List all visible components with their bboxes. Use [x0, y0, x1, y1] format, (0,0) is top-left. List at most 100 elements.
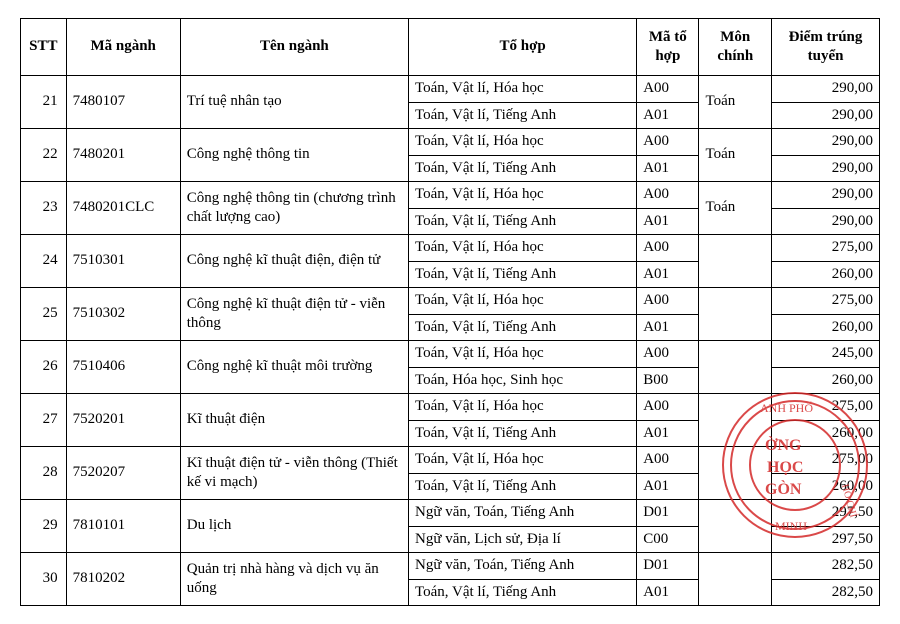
table-row: 297810101Du lịchNgữ văn, Toán, Tiếng Anh…	[21, 500, 880, 527]
stt-cell: 22	[21, 129, 67, 182]
col-code: Mã ngành	[66, 19, 180, 76]
ccode-cell: C00	[637, 526, 699, 553]
main-cell	[699, 500, 772, 553]
ccode-cell: A01	[637, 208, 699, 235]
comb-cell: Toán, Vật lí, Tiếng Anh	[408, 208, 636, 235]
ccode-cell: A00	[637, 129, 699, 156]
ccode-cell: A00	[637, 341, 699, 368]
comb-cell: Toán, Vật lí, Tiếng Anh	[408, 155, 636, 182]
ccode-cell: A01	[637, 261, 699, 288]
comb-cell: Toán, Vật lí, Hóa học	[408, 235, 636, 262]
ccode-cell: A00	[637, 447, 699, 474]
score-cell: 282,50	[772, 553, 880, 580]
name-cell: Quản trị nhà hàng và dịch vụ ăn uống	[180, 553, 408, 606]
score-cell: 245,00	[772, 341, 880, 368]
stt-cell: 21	[21, 76, 67, 129]
stt-cell: 30	[21, 553, 67, 606]
table-row: 277520201Kĩ thuật điệnToán, Vật lí, Hóa …	[21, 394, 880, 421]
stt-cell: 25	[21, 288, 67, 341]
ccode-cell: A00	[637, 394, 699, 421]
comb-cell: Ngữ văn, Toán, Tiếng Anh	[408, 500, 636, 527]
ccode-cell: B00	[637, 367, 699, 394]
score-cell: 275,00	[772, 447, 880, 474]
ccode-cell: D01	[637, 500, 699, 527]
code-cell: 7520207	[66, 447, 180, 500]
ccode-cell: A00	[637, 235, 699, 262]
ccode-cell: A01	[637, 473, 699, 500]
score-cell: 275,00	[772, 288, 880, 315]
stt-cell: 27	[21, 394, 67, 447]
code-cell: 7510406	[66, 341, 180, 394]
score-cell: 260,00	[772, 420, 880, 447]
code-cell: 7810101	[66, 500, 180, 553]
main-cell	[699, 341, 772, 394]
name-cell: Công nghệ kĩ thuật điện, điện tử	[180, 235, 408, 288]
name-cell: Du lịch	[180, 500, 408, 553]
score-cell: 290,00	[772, 155, 880, 182]
table-row: 287520207Kĩ thuật điện tử - viễn thông (…	[21, 447, 880, 474]
comb-cell: Toán, Vật lí, Tiếng Anh	[408, 314, 636, 341]
score-cell: 290,00	[772, 129, 880, 156]
table-row: 257510302Công nghệ kĩ thuật điện tử - vi…	[21, 288, 880, 315]
stt-cell: 24	[21, 235, 67, 288]
comb-cell: Toán, Vật lí, Hóa học	[408, 288, 636, 315]
comb-cell: Toán, Vật lí, Hóa học	[408, 129, 636, 156]
ccode-cell: A00	[637, 76, 699, 103]
comb-cell: Toán, Vật lí, Hóa học	[408, 447, 636, 474]
score-cell: 260,00	[772, 473, 880, 500]
comb-cell: Toán, Vật lí, Tiếng Anh	[408, 102, 636, 129]
ccode-cell: A00	[637, 182, 699, 209]
header-row: STT Mã ngành Tên ngành Tổ hợp Mã tổ hợp …	[21, 19, 880, 76]
score-cell: 290,00	[772, 76, 880, 103]
code-cell: 7520201	[66, 394, 180, 447]
score-cell: 297,50	[772, 500, 880, 527]
score-cell: 290,00	[772, 182, 880, 209]
main-cell	[699, 235, 772, 288]
stt-cell: 29	[21, 500, 67, 553]
score-cell: 260,00	[772, 314, 880, 341]
col-main: Môn chính	[699, 19, 772, 76]
comb-cell: Toán, Vật lí, Hóa học	[408, 394, 636, 421]
score-cell: 260,00	[772, 367, 880, 394]
score-cell: 282,50	[772, 579, 880, 606]
col-score: Điểm trúng tuyển	[772, 19, 880, 76]
ccode-cell: A00	[637, 288, 699, 315]
table-row: 307810202Quản trị nhà hàng và dịch vụ ăn…	[21, 553, 880, 580]
main-cell	[699, 288, 772, 341]
score-cell: 260,00	[772, 261, 880, 288]
main-cell: Toán	[699, 129, 772, 182]
main-cell	[699, 553, 772, 606]
col-ccode: Mã tổ hợp	[637, 19, 699, 76]
table-row: 227480201Công nghệ thông tinToán, Vật lí…	[21, 129, 880, 156]
code-cell: 7510302	[66, 288, 180, 341]
main-cell	[699, 394, 772, 447]
code-cell: 7480201CLC	[66, 182, 180, 235]
table-row: 217480107Trí tuệ nhân tạoToán, Vật lí, H…	[21, 76, 880, 103]
table-row: 247510301Công nghệ kĩ thuật điện, điện t…	[21, 235, 880, 262]
name-cell: Công nghệ kĩ thuật điện tử - viễn thông	[180, 288, 408, 341]
col-stt: STT	[21, 19, 67, 76]
comb-cell: Toán, Vật lí, Hóa học	[408, 341, 636, 368]
stt-cell: 28	[21, 447, 67, 500]
comb-cell: Toán, Vật lí, Tiếng Anh	[408, 261, 636, 288]
score-cell: 275,00	[772, 235, 880, 262]
score-cell: 297,50	[772, 526, 880, 553]
stt-cell: 26	[21, 341, 67, 394]
comb-cell: Ngữ văn, Toán, Tiếng Anh	[408, 553, 636, 580]
ccode-cell: A01	[637, 314, 699, 341]
code-cell: 7480201	[66, 129, 180, 182]
name-cell: Kĩ thuật điện	[180, 394, 408, 447]
table-body: 217480107Trí tuệ nhân tạoToán, Vật lí, H…	[21, 76, 880, 606]
table-row: 237480201CLCCông nghệ thông tin (chương …	[21, 182, 880, 209]
main-cell	[699, 447, 772, 500]
admissions-table: STT Mã ngành Tên ngành Tổ hợp Mã tổ hợp …	[20, 18, 880, 606]
table-row: 267510406Công nghệ kĩ thuật môi trườngTo…	[21, 341, 880, 368]
code-cell: 7480107	[66, 76, 180, 129]
score-cell: 290,00	[772, 102, 880, 129]
name-cell: Kĩ thuật điện tử - viễn thông (Thiết kế …	[180, 447, 408, 500]
code-cell: 7810202	[66, 553, 180, 606]
name-cell: Công nghệ kĩ thuật môi trường	[180, 341, 408, 394]
name-cell: Trí tuệ nhân tạo	[180, 76, 408, 129]
main-cell: Toán	[699, 76, 772, 129]
ccode-cell: A01	[637, 102, 699, 129]
